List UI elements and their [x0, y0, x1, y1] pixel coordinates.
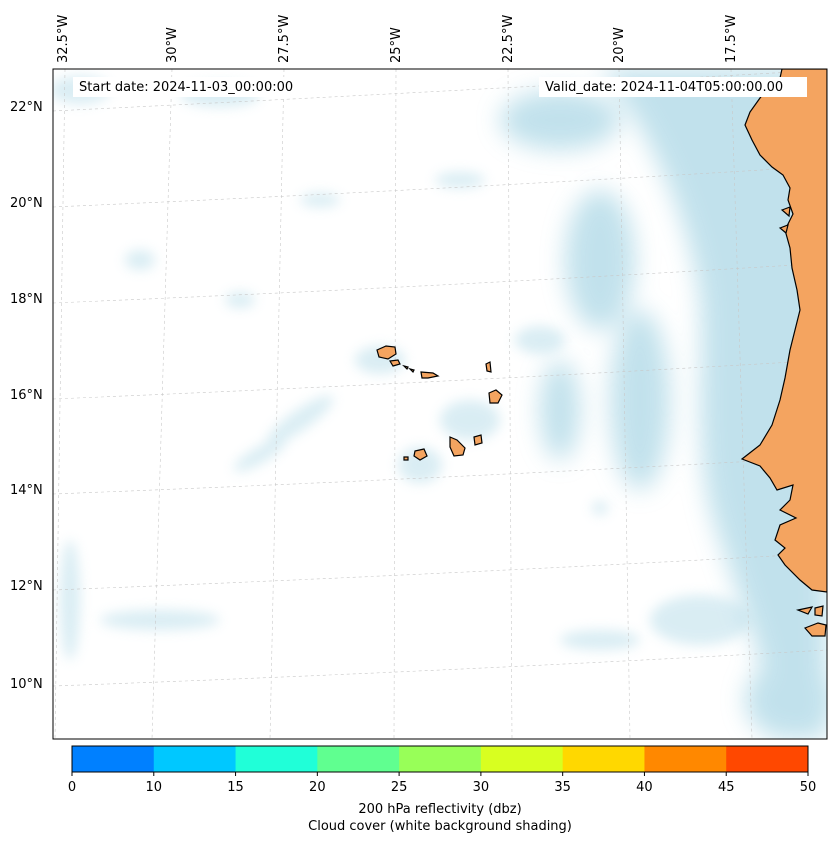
- longitude-labels: 32.5°W 30°W 27.5°W 25°W 22.5°W 20°W 17.5…: [56, 15, 739, 63]
- colorbar-swatch: [726, 746, 809, 772]
- colorbar-swatch: [480, 746, 564, 772]
- colorbar-swatch: [72, 746, 155, 772]
- colorbar-swatch: [235, 746, 318, 772]
- colorbar-swatches: [72, 746, 809, 772]
- colorbar-frame: [71, 745, 809, 773]
- west-africa-coast: [740, 69, 827, 637]
- colorbar-tick-label: 40: [636, 780, 653, 795]
- graticule: [53, 69, 827, 739]
- lon-label: 27.5°W: [277, 15, 292, 63]
- colorbar-tick-label: 10: [146, 780, 163, 795]
- colorbar-label: 200 hPa reflectivity (dbz): [358, 802, 521, 817]
- colorbar-sublabel: Cloud cover (white background shading): [308, 819, 572, 834]
- colorbar-tick-label: 35: [554, 780, 571, 795]
- colorbar-tick-label: 25: [391, 780, 408, 795]
- lat-label: 22°N: [10, 100, 43, 115]
- colorbar-tick-label: 15: [227, 780, 244, 795]
- lat-label: 10°N: [10, 677, 43, 692]
- colorbar: 0 10 15 20 25 30 35 40 45 50 200 hPa reflectivity…: [68, 745, 816, 834]
- map-frame: [52, 68, 828, 740]
- start-date-label: Start date: 2024-11-03_00:00:00: [79, 80, 293, 95]
- lat-label: 14°N: [10, 483, 43, 498]
- lat-label: 18°N: [10, 292, 43, 307]
- valid-date-label: Valid_date: 2024-11-04T05:00:00.00: [545, 80, 783, 95]
- colorbar-tick-label: 20: [309, 780, 326, 795]
- lon-label: 32.5°W: [56, 15, 71, 63]
- colorbar-swatch: [644, 746, 727, 772]
- colorbar-tick-label: 30: [473, 780, 490, 795]
- colorbar-swatch: [562, 746, 645, 772]
- map-area: Start date: 2024-11-03_00:00:00 Valid_da…: [53, 69, 827, 739]
- colorbar-swatch: [399, 746, 482, 772]
- colorbar-swatch: [317, 746, 400, 772]
- colorbar-tick-label: 0: [68, 780, 76, 795]
- colorbar-swatch: [153, 746, 237, 772]
- lon-label: 22.5°W: [501, 15, 516, 63]
- cape-verde-islands: [376, 345, 503, 461]
- colorbar-tick-label: 45: [718, 780, 735, 795]
- lon-label: 30°W: [165, 27, 180, 63]
- lon-label: 25°W: [389, 27, 404, 63]
- lat-label: 12°N: [10, 579, 43, 594]
- colorbar-tick-label: 50: [800, 780, 817, 795]
- lon-label: 17.5°W: [724, 15, 739, 63]
- lat-label: 20°N: [10, 196, 43, 211]
- colorbar-ticks: 0 10 15 20 25 30 35 40 45 50: [68, 772, 816, 795]
- lat-label: 16°N: [10, 388, 43, 403]
- date-info: Start date: 2024-11-03_00:00:00 Valid_da…: [73, 77, 807, 97]
- latitude-labels: 22°N 20°N 18°N 16°N 14°N 12°N 10°N: [10, 100, 43, 692]
- lon-label: 20°W: [612, 27, 627, 63]
